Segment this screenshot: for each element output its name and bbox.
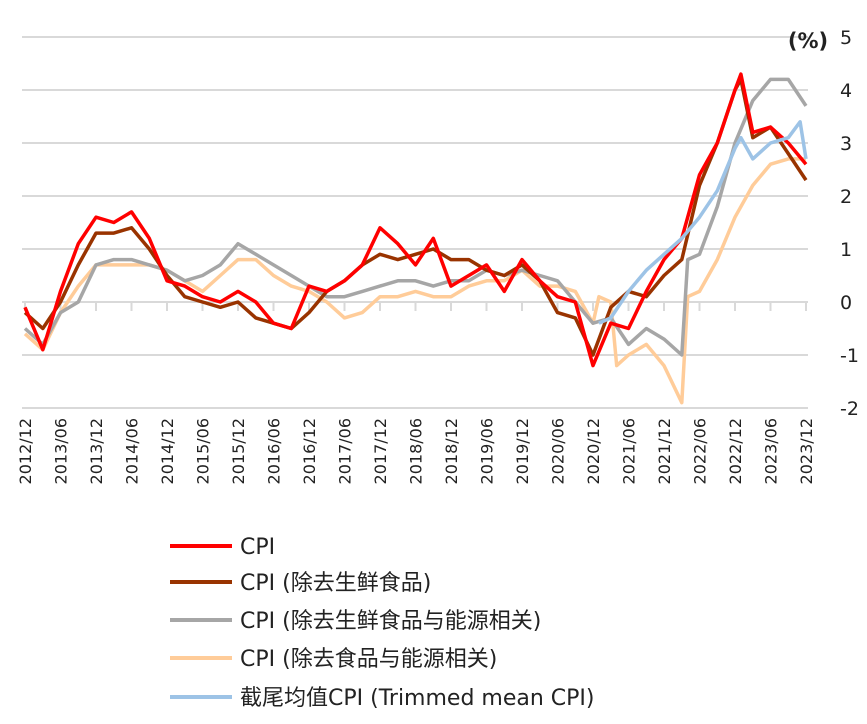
y-tick-label: 5 (840, 27, 852, 49)
legend-item: CPI (除去生鲜食品) (170, 571, 431, 596)
x-tick-label: 2013/12 (87, 418, 106, 484)
legend-item: 截尾均值CPI (Trimmed mean CPI) (170, 686, 595, 711)
x-tick-label: 2013/06 (52, 418, 71, 484)
x-tick-label: 2016/06 (265, 418, 284, 484)
x-tick-label: 2023/06 (762, 418, 781, 484)
x-tick-label: 2015/12 (229, 418, 248, 484)
legend: CPI CPI (除去生鲜食品) CPI (除去生鲜食品与能源相关) CPI (除去食… (170, 535, 595, 711)
x-tick-label: 2022/12 (726, 418, 745, 484)
legend-label: CPI (240, 535, 275, 560)
x-tick-label: 2020/06 (549, 418, 568, 484)
x-tick-label: 2018/12 (442, 418, 461, 484)
x-tick-label: 2023/12 (797, 418, 816, 484)
legend-item: CPI (除去生鲜食品与能源相关) (170, 609, 541, 634)
x-tick-label: 2012/12 (16, 418, 35, 484)
x-tick-label: 2020/12 (584, 418, 603, 484)
series-line (23, 72, 808, 368)
x-tick-label: 2019/12 (513, 418, 532, 484)
legend-label: CPI (除去生鲜食品) (240, 571, 431, 596)
legend-item: CPI (170, 535, 275, 560)
legend-label: 截尾均值CPI (Trimmed mean CPI) (240, 686, 595, 711)
x-tick-label: 2021/12 (655, 418, 674, 484)
legend-label: CPI (除去食品与能源相关) (240, 647, 497, 672)
y-tick-label: 1 (840, 239, 852, 261)
series-lines (23, 72, 808, 405)
y-tick-label: 0 (840, 292, 852, 314)
x-tick-label: 2018/06 (407, 418, 426, 484)
x-tick-label: 2022/06 (691, 418, 710, 484)
x-tick-label: 2017/06 (336, 418, 355, 484)
y-axis: (%) 5 4 3 2 1 0 -1 -2 (788, 27, 859, 420)
series-line (23, 77, 808, 357)
x-tick-label: 2021/06 (620, 418, 639, 484)
x-tick-label: 2016/12 (300, 418, 319, 484)
x-tick-label: 2014/06 (123, 418, 142, 484)
series-line (598, 120, 808, 325)
y-tick-label: -2 (840, 398, 859, 420)
x-tick-label: 2017/12 (371, 418, 390, 484)
y-unit-label: (%) (788, 29, 828, 53)
x-axis: 2012/12 2013/06 2013/12 2014/06 2014/12 2015/… (16, 302, 816, 484)
y-tick-label: 3 (840, 133, 852, 155)
y-tick-label: 4 (840, 80, 852, 102)
x-tick-label: 2014/12 (158, 418, 177, 484)
x-tick-label: 2015/06 (194, 418, 213, 484)
legend-item: CPI (除去食品与能源相关) (170, 647, 497, 672)
y-tick-label: 2 (840, 186, 852, 208)
legend-label: CPI (除去生鲜食品与能源相关) (240, 609, 541, 634)
x-tick-label: 2019/06 (478, 418, 497, 484)
y-tick-label: -1 (840, 345, 859, 367)
